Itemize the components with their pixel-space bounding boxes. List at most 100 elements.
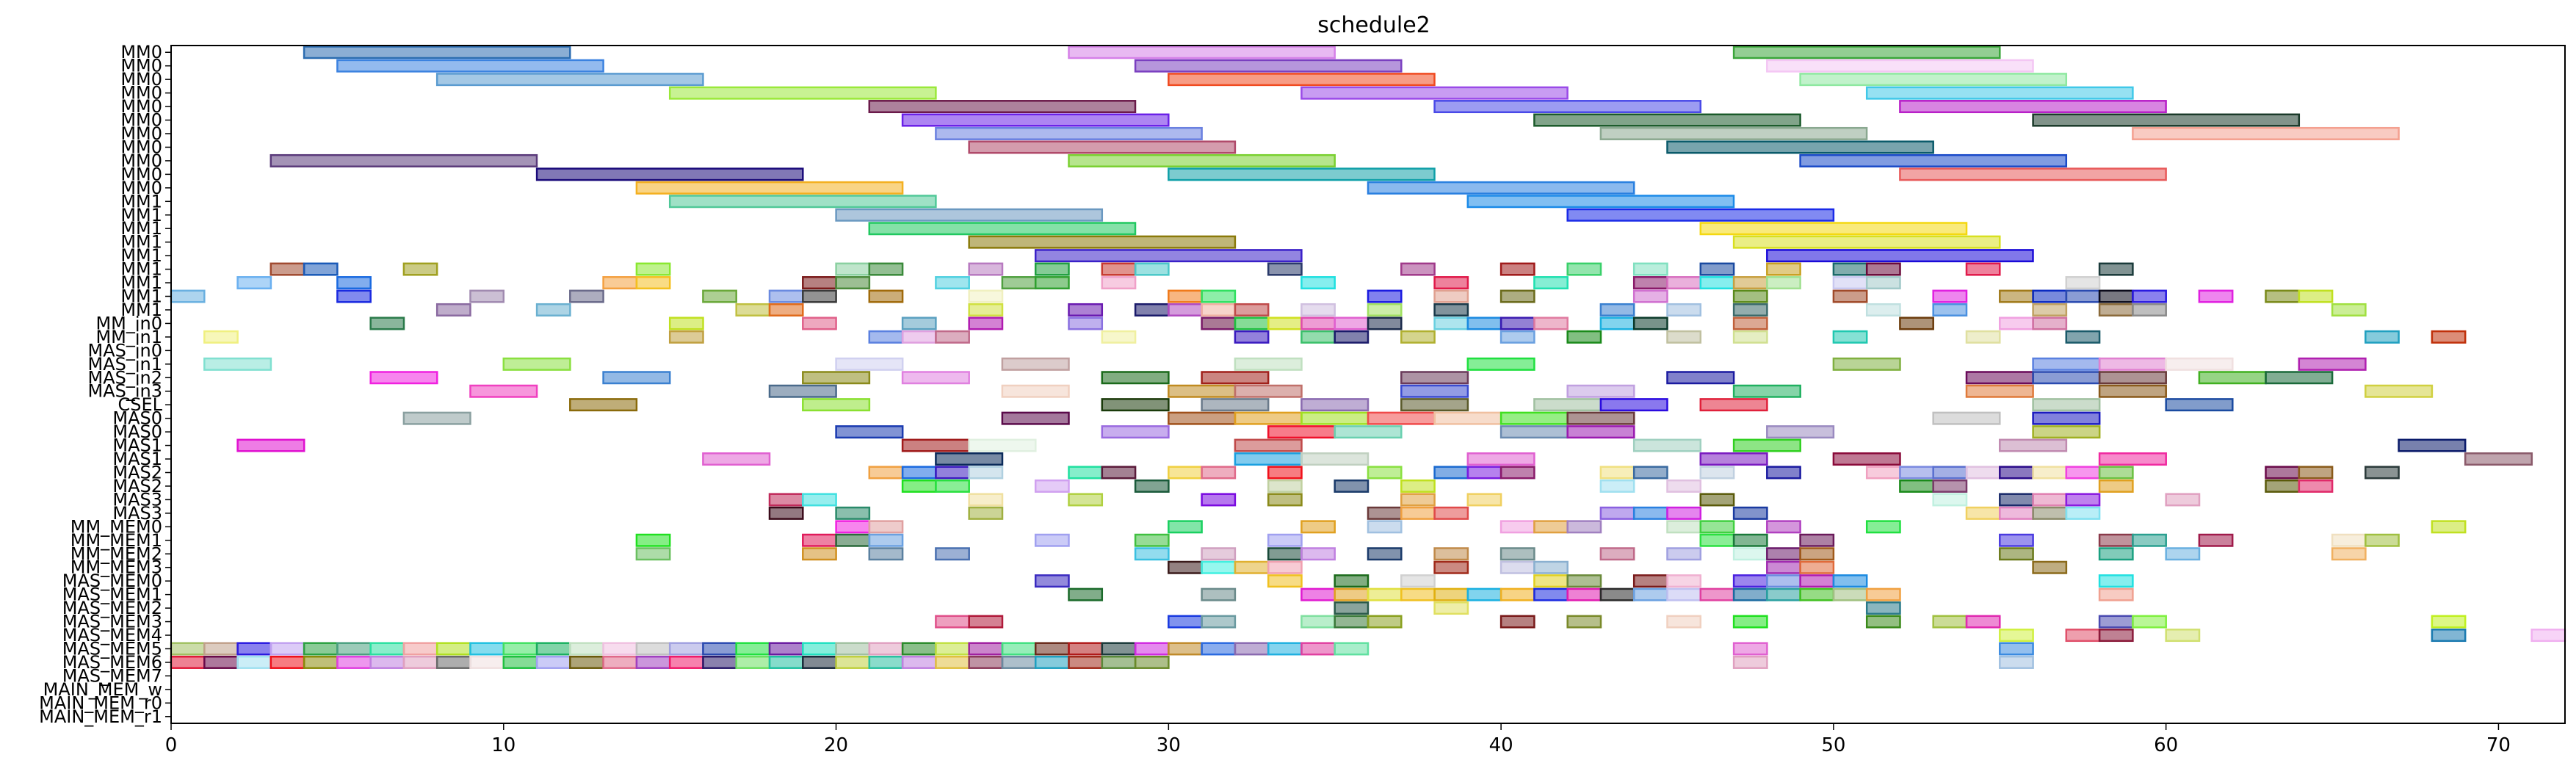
y-tick-label: MM0 xyxy=(120,164,162,184)
task-bar xyxy=(1766,249,2034,263)
task-bar xyxy=(635,276,671,290)
task-bar xyxy=(1799,587,1835,601)
task-bar xyxy=(1168,73,1436,87)
task-bar xyxy=(1334,587,1370,601)
x-tick-label: 50 xyxy=(1821,734,1845,756)
task-bar xyxy=(2032,398,2101,412)
task-bar xyxy=(1234,411,1303,425)
task-bar xyxy=(1201,466,1237,480)
task-bar xyxy=(203,330,239,344)
task-bar xyxy=(1466,357,1535,371)
task-bar xyxy=(1367,466,1403,480)
task-bar xyxy=(1699,493,1735,507)
task-bar xyxy=(435,73,704,87)
y-tick-label: MAS_in2 xyxy=(87,367,162,388)
task-bar xyxy=(336,642,372,656)
task-bar xyxy=(1832,289,1868,303)
y-tick-label: MM1 xyxy=(120,300,162,320)
task-bar xyxy=(1499,560,1535,574)
task-bar xyxy=(1732,655,1768,669)
task-bar xyxy=(1699,222,1968,236)
task-bar xyxy=(1566,262,1602,276)
task-bar xyxy=(1599,398,1668,412)
task-bar xyxy=(535,303,571,317)
task-bar xyxy=(1101,276,1137,290)
task-bar xyxy=(2032,371,2101,385)
task-bar xyxy=(1599,479,1635,493)
task-bar xyxy=(1168,167,1436,181)
task-bar xyxy=(2032,289,2068,303)
y-tick-label: MAS_MEM0 xyxy=(62,571,162,591)
task-bar xyxy=(1932,615,1968,629)
task-bar xyxy=(668,655,704,669)
task-bar xyxy=(1666,615,1702,629)
task-bar xyxy=(1001,276,1037,290)
task-bar xyxy=(1999,466,2034,480)
y-tick-label: MAIN_MEM_w xyxy=(43,679,162,700)
task-bar xyxy=(2198,533,2234,547)
task-bar xyxy=(435,642,471,656)
task-bar xyxy=(303,655,339,669)
y-tick-label: MM0 xyxy=(120,151,162,171)
task-bar xyxy=(1234,642,1270,656)
task-bar xyxy=(1400,371,1469,385)
task-bar xyxy=(1300,317,1336,330)
task-bar xyxy=(602,371,671,385)
task-bar xyxy=(935,615,970,629)
task-bar xyxy=(1300,642,1336,656)
task-bar xyxy=(1367,317,1403,330)
task-bar xyxy=(1865,601,1901,615)
task-bar xyxy=(336,59,604,73)
task-bar xyxy=(1101,398,1170,412)
task-bar xyxy=(2032,303,2068,317)
task-bar xyxy=(1632,289,1668,303)
task-bar xyxy=(968,506,1004,520)
y-tick-label: MAS_MEM2 xyxy=(62,598,162,618)
task-bar xyxy=(901,655,937,669)
task-bar xyxy=(1499,425,1569,439)
task-bar xyxy=(1433,411,1502,425)
task-bar xyxy=(968,615,1004,629)
y-tick-label: MM0 xyxy=(120,178,162,198)
task-bar xyxy=(1899,317,1934,330)
chart-title: schedule2 xyxy=(1317,12,1430,38)
x-tick-label: 70 xyxy=(2486,734,2511,756)
task-bar xyxy=(668,330,704,344)
task-bar xyxy=(2098,547,2134,561)
task-bar xyxy=(1965,466,2001,480)
task-bar xyxy=(2098,587,2134,601)
task-bar xyxy=(2331,303,2367,317)
task-bar xyxy=(1932,289,1968,303)
task-bar xyxy=(1699,452,1768,466)
task-bar xyxy=(1999,506,2034,520)
task-bar xyxy=(1499,547,1535,561)
task-bar xyxy=(1201,371,1270,385)
task-bar xyxy=(1034,276,1070,290)
x-tick-label: 30 xyxy=(1157,734,1181,756)
task-bar xyxy=(1267,493,1303,507)
task-bar xyxy=(1334,330,1370,344)
task-bar xyxy=(435,655,471,669)
task-bar xyxy=(1699,262,1735,276)
task-bar xyxy=(2431,629,2467,643)
task-bar xyxy=(968,235,1237,249)
task-bar xyxy=(1134,262,1170,276)
task-bar xyxy=(735,642,771,656)
task-bar xyxy=(1533,398,1602,412)
task-bar xyxy=(1267,642,1303,656)
task-bar xyxy=(2365,466,2400,480)
task-bar xyxy=(1267,425,1336,439)
task-bar xyxy=(1632,506,1668,520)
task-bar xyxy=(635,533,671,547)
task-bar xyxy=(2198,371,2267,385)
task-bar xyxy=(1168,560,1203,574)
task-bar xyxy=(1068,587,1104,601)
task-bar xyxy=(2032,425,2101,439)
task-bar xyxy=(768,303,804,317)
task-bar xyxy=(1367,587,1403,601)
task-bar xyxy=(1367,506,1403,520)
task-bar xyxy=(1400,398,1469,412)
task-bar xyxy=(768,289,804,303)
task-bar xyxy=(1466,587,1502,601)
task-bar xyxy=(2065,276,2101,290)
